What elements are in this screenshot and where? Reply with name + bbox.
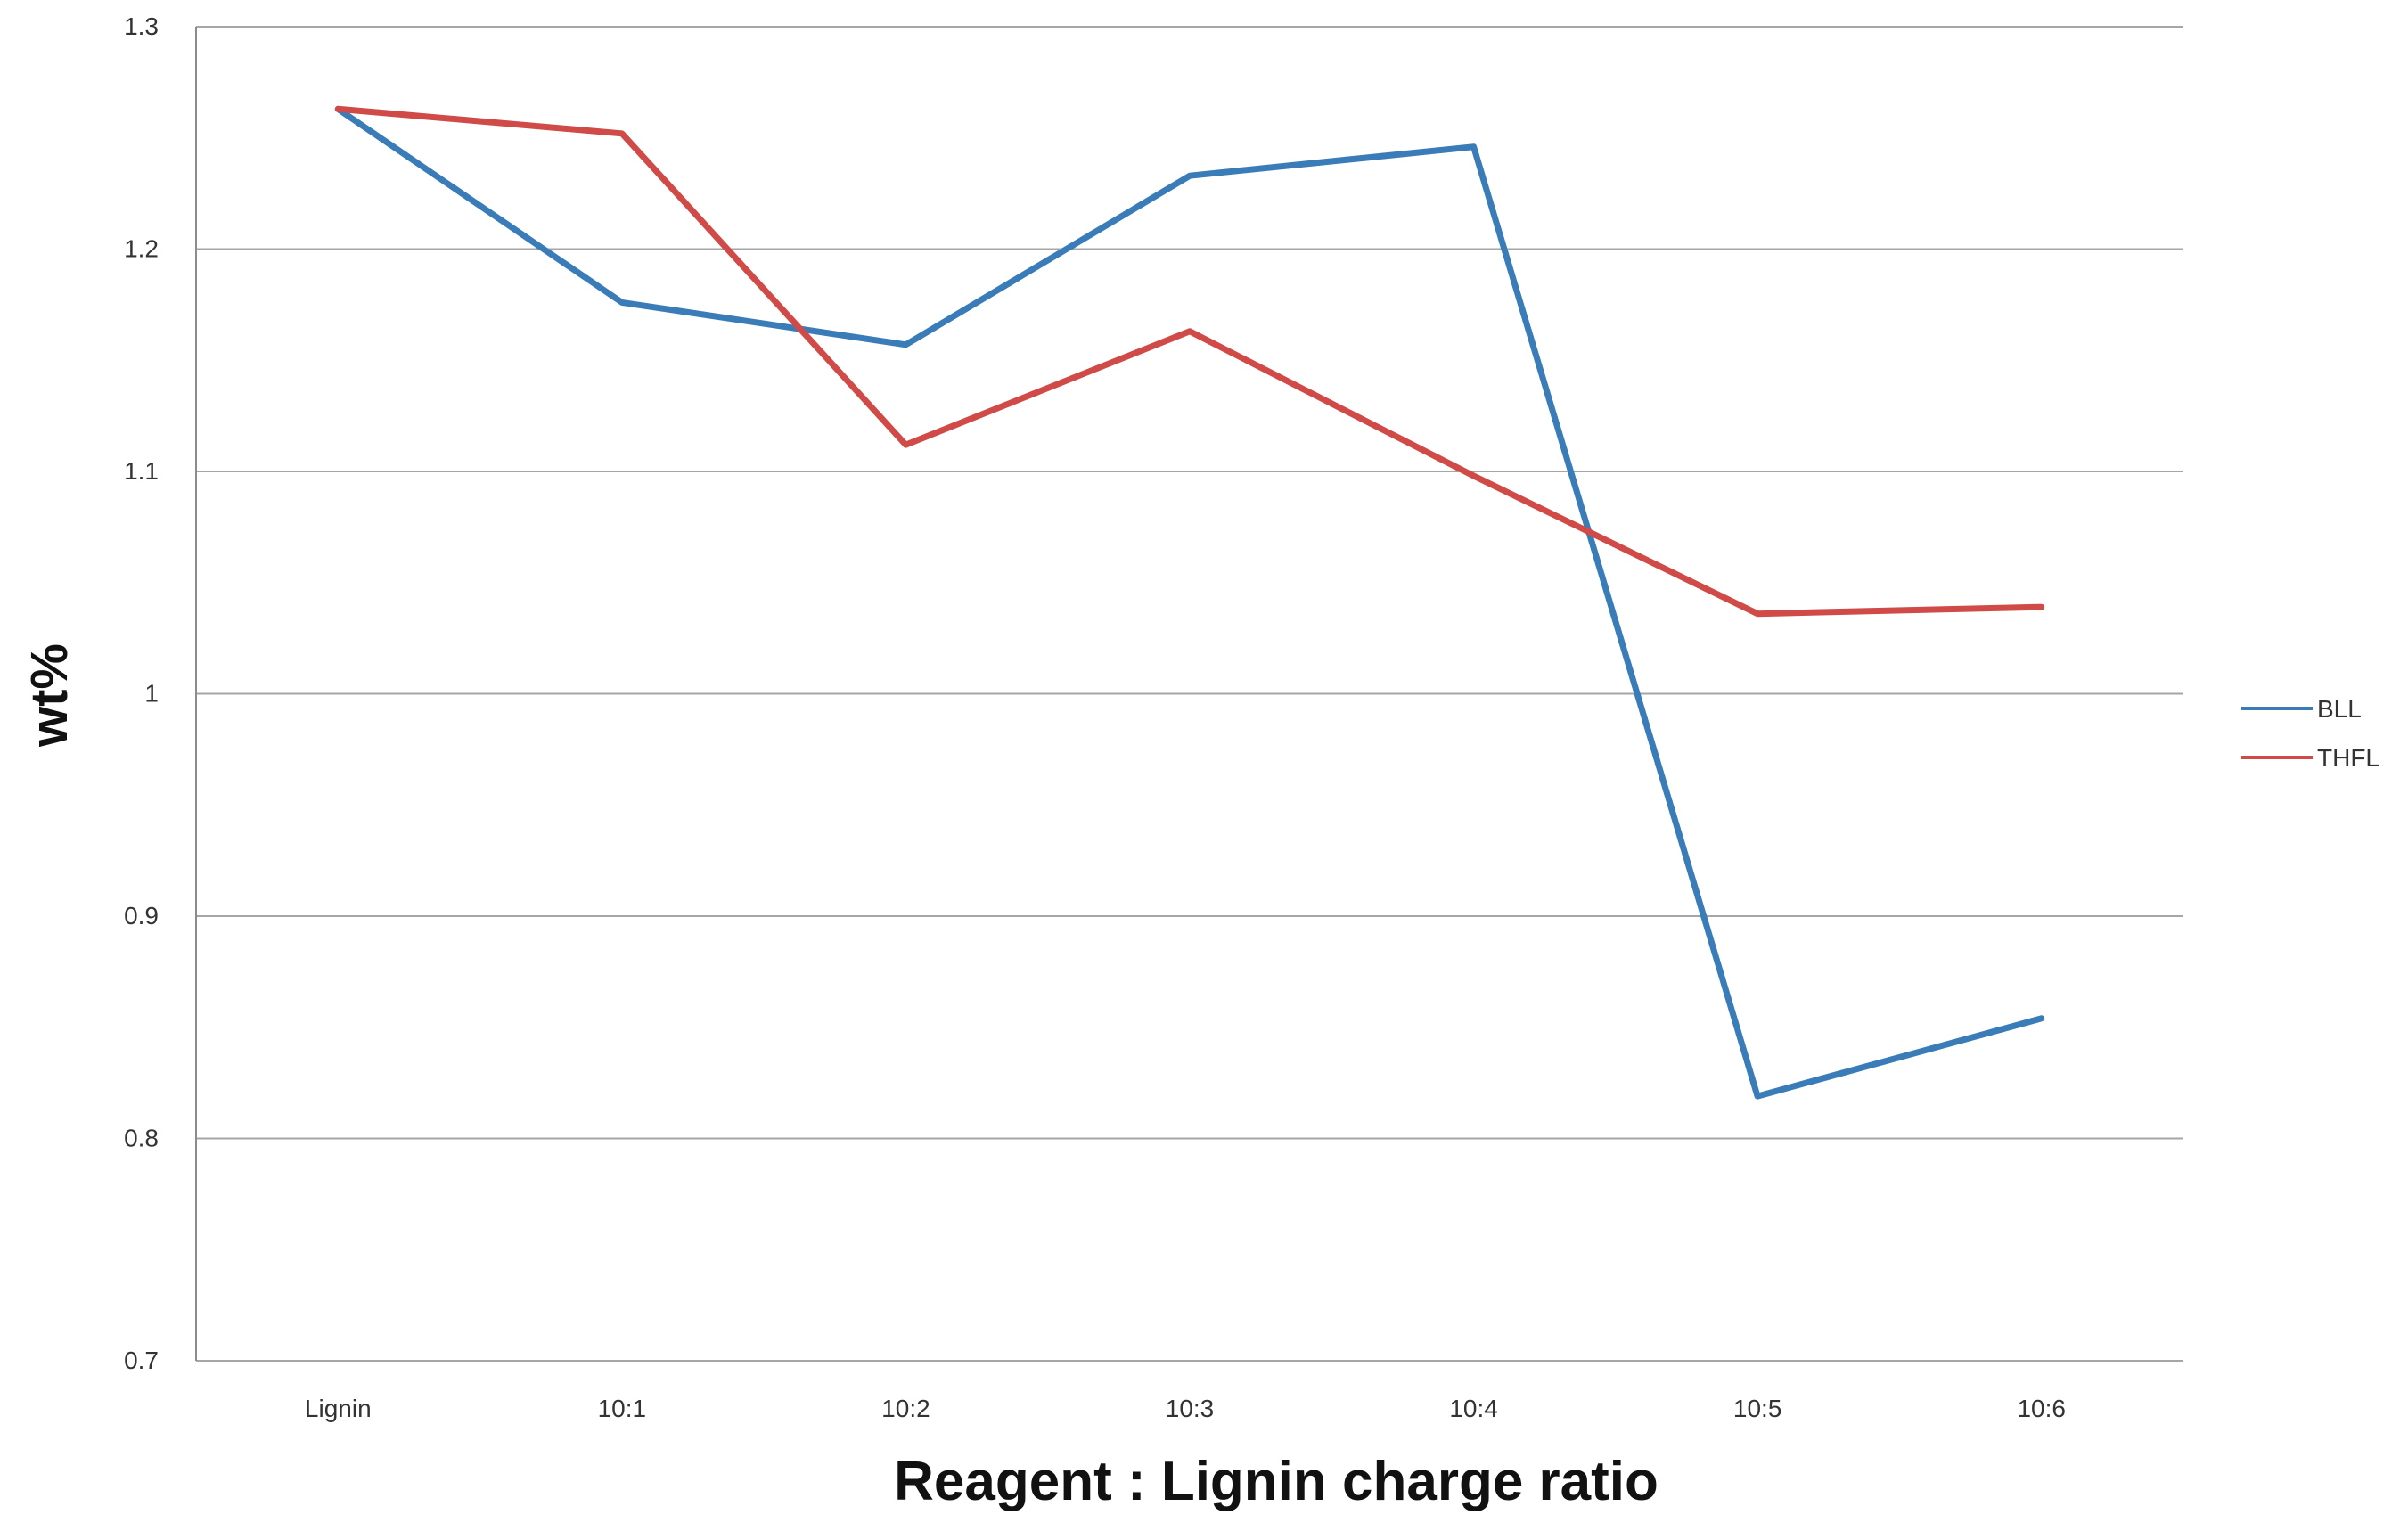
legend-label: BLL: [2317, 695, 2362, 723]
series-lines: [334, 105, 2045, 1100]
legend-label: THFL: [2317, 744, 2379, 772]
gridlines: [196, 26, 2183, 1362]
x-tick-label: 10:2: [881, 1395, 930, 1422]
x-axis-title: Reagent : Lignin charge ratio: [894, 1451, 1659, 1512]
y-axis-title: wt%: [20, 643, 78, 748]
y-tick-label: 1: [144, 680, 159, 708]
x-tick-label: 10:3: [1166, 1395, 1215, 1422]
x-tick-label: 10:5: [1733, 1395, 1782, 1422]
y-tick-label: 1.1: [124, 457, 159, 485]
x-tick-label: 10:6: [2017, 1395, 2066, 1422]
y-tick-label: 0.9: [124, 902, 159, 929]
x-tick-labels: Lignin 10:1 10:2 10:3 10:4 10:5 10:6: [305, 1395, 2066, 1422]
y-tick-label: 1.2: [124, 235, 159, 263]
series-line-thfl: [334, 105, 2045, 618]
x-tick-label: 10:1: [598, 1395, 647, 1422]
y-tick-label: 0.7: [124, 1347, 159, 1374]
series-line-bll: [334, 105, 2045, 1100]
x-tick-label: Lignin: [305, 1395, 372, 1422]
y-tick-label: 1.3: [124, 12, 159, 40]
y-tick-labels: 0.7 0.8 0.9 1 1.1 1.2 1.3: [124, 12, 159, 1374]
y-tick-label: 0.8: [124, 1125, 159, 1152]
x-tick-label: 10:4: [1449, 1395, 1498, 1422]
legend: BLL THFL: [2241, 695, 2379, 772]
